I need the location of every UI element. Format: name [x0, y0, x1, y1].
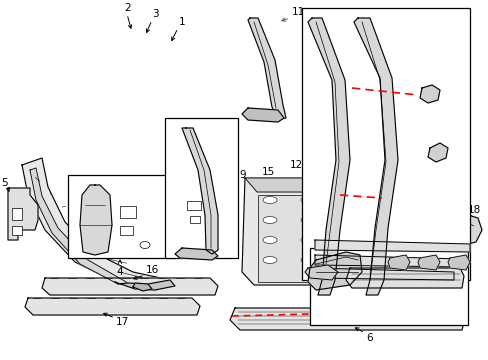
Ellipse shape: [263, 256, 276, 264]
Bar: [68, 175, 175, 258]
Polygon shape: [314, 255, 461, 267]
Text: 17: 17: [115, 317, 128, 327]
Bar: [190, 216, 200, 223]
Polygon shape: [30, 168, 128, 284]
Polygon shape: [229, 308, 464, 330]
Bar: [339, 195, 417, 282]
Polygon shape: [115, 280, 175, 290]
Polygon shape: [247, 18, 285, 120]
Ellipse shape: [414, 216, 428, 224]
Ellipse shape: [263, 237, 276, 243]
Ellipse shape: [414, 197, 428, 203]
Polygon shape: [244, 178, 469, 192]
Ellipse shape: [376, 216, 390, 224]
Ellipse shape: [263, 216, 276, 224]
Text: 9: 9: [239, 170, 246, 180]
Text: 3: 3: [151, 9, 158, 19]
Ellipse shape: [301, 256, 314, 264]
Ellipse shape: [301, 216, 314, 224]
Polygon shape: [451, 215, 481, 245]
Bar: [186, 201, 201, 210]
Bar: [258, 195, 457, 282]
Bar: [309, 248, 467, 325]
Ellipse shape: [263, 197, 276, 203]
Text: 15: 15: [261, 167, 274, 177]
Polygon shape: [447, 255, 469, 270]
Bar: [12, 208, 22, 220]
Text: 18: 18: [467, 205, 480, 215]
Text: 8: 8: [364, 255, 370, 265]
Text: 1: 1: [178, 17, 185, 27]
Text: 11: 11: [291, 7, 304, 17]
Text: 4: 4: [117, 267, 123, 277]
Text: 13: 13: [454, 47, 468, 57]
Text: 2: 2: [124, 3, 131, 13]
Polygon shape: [346, 268, 463, 288]
Polygon shape: [307, 18, 349, 295]
Ellipse shape: [414, 237, 428, 243]
Text: 14: 14: [454, 117, 468, 127]
Ellipse shape: [376, 237, 390, 243]
Ellipse shape: [301, 197, 314, 203]
Ellipse shape: [371, 241, 387, 249]
Polygon shape: [314, 240, 469, 252]
Polygon shape: [133, 283, 152, 291]
Polygon shape: [427, 143, 447, 162]
Ellipse shape: [338, 237, 352, 243]
Text: 16: 16: [145, 265, 158, 275]
Ellipse shape: [371, 221, 387, 229]
Polygon shape: [419, 85, 439, 103]
Ellipse shape: [338, 256, 352, 264]
Polygon shape: [242, 178, 469, 285]
Polygon shape: [353, 18, 397, 295]
Ellipse shape: [376, 256, 390, 264]
Bar: [12, 226, 22, 235]
Ellipse shape: [301, 237, 314, 243]
Polygon shape: [42, 278, 218, 295]
Ellipse shape: [338, 197, 352, 203]
Bar: [120, 206, 136, 218]
Polygon shape: [80, 185, 112, 255]
Bar: [120, 226, 133, 235]
Polygon shape: [25, 298, 200, 315]
Polygon shape: [314, 268, 453, 280]
Polygon shape: [305, 265, 337, 280]
Ellipse shape: [376, 197, 390, 203]
Bar: [302, 8, 469, 280]
Polygon shape: [307, 252, 361, 290]
Polygon shape: [22, 158, 175, 290]
Polygon shape: [417, 255, 439, 270]
Ellipse shape: [414, 256, 428, 264]
Polygon shape: [175, 248, 218, 260]
Ellipse shape: [140, 242, 150, 248]
Bar: [164, 118, 238, 258]
Polygon shape: [242, 108, 284, 122]
Polygon shape: [8, 188, 38, 240]
Text: 5: 5: [1, 178, 8, 188]
Text: 10: 10: [201, 215, 214, 225]
Text: 7: 7: [386, 235, 392, 245]
Text: 12: 12: [289, 160, 302, 170]
Ellipse shape: [371, 201, 387, 209]
Text: 6: 6: [366, 333, 372, 343]
Ellipse shape: [371, 261, 387, 269]
Ellipse shape: [338, 216, 352, 224]
Polygon shape: [387, 255, 409, 270]
Polygon shape: [182, 128, 218, 254]
